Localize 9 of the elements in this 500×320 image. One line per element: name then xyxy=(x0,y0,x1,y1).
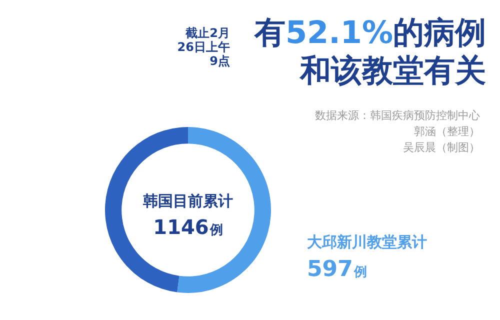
text: 韩国目前累计 xyxy=(142,192,233,210)
source-note: 数据来源：韩国疾病预防控制中心 xyxy=(315,108,480,124)
text: 1146例 xyxy=(153,215,223,239)
text: 郭涵（整理） xyxy=(413,124,480,140)
slice-label: 大邱新川教堂累计 xyxy=(307,233,427,251)
chart-subtitle: 有52.1%的病例和该教堂有关 xyxy=(253,14,486,90)
chart-title: 截止2月26日上午9点 xyxy=(176,26,230,68)
data-label: 597例 xyxy=(307,257,367,282)
text: 吴辰晨（制图） xyxy=(402,140,480,156)
